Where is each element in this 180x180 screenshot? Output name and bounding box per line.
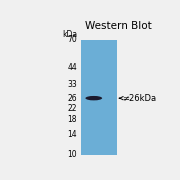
Text: Western Blot: Western Blot xyxy=(85,21,151,31)
Bar xyxy=(81,40,117,155)
Text: 14: 14 xyxy=(67,130,77,139)
Text: kDa: kDa xyxy=(62,30,77,39)
Text: 26: 26 xyxy=(67,94,77,103)
Ellipse shape xyxy=(86,96,102,100)
Text: ≠26kDa: ≠26kDa xyxy=(119,94,156,103)
Text: 44: 44 xyxy=(67,63,77,72)
Text: 18: 18 xyxy=(67,115,77,124)
Text: 70: 70 xyxy=(67,35,77,44)
Text: 10: 10 xyxy=(67,150,77,159)
Text: 22: 22 xyxy=(67,103,77,112)
Text: 33: 33 xyxy=(67,80,77,89)
